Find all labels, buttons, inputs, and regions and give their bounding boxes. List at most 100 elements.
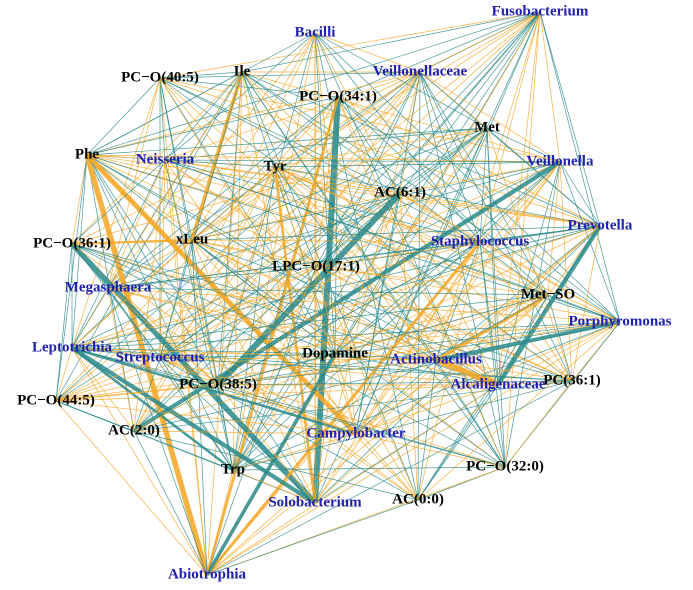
- edge: [133, 430, 357, 435]
- edge: [133, 266, 317, 432]
- edge: [419, 71, 481, 243]
- node-label: Dopamine: [302, 345, 368, 361]
- edge: [107, 96, 339, 289]
- node-label: LPC−O(17:1): [272, 258, 360, 274]
- edge: [232, 127, 488, 471]
- edge: [274, 166, 401, 194]
- edge: [71, 347, 161, 359]
- edge: [86, 154, 549, 296]
- edge: [217, 353, 336, 386]
- edge: [334, 353, 437, 361]
- node-label: Campylobacter: [306, 425, 405, 441]
- edge: [206, 71, 243, 576]
- edge: [191, 239, 506, 468]
- edge: [206, 499, 419, 576]
- edge: [71, 346, 234, 472]
- edge: [215, 191, 403, 387]
- edge: [55, 266, 317, 402]
- edge: [159, 71, 243, 79]
- edge: [159, 357, 316, 504]
- edge: [71, 347, 499, 386]
- node-label: Streptococcus: [116, 349, 205, 365]
- edge: [71, 346, 357, 436]
- node-label: Tyr: [263, 158, 286, 174]
- edge: [314, 225, 601, 504]
- labels: Fusobacterium Bacilli PC−O(40:5) Ile Veillon…: [17, 3, 672, 582]
- edge: [191, 239, 419, 501]
- edge: [86, 154, 316, 504]
- edge: [133, 357, 161, 432]
- edge: [133, 380, 573, 432]
- edge: [337, 96, 401, 194]
- edge: [314, 32, 488, 129]
- edge: [86, 154, 499, 386]
- node-label: Veillonella: [527, 153, 594, 169]
- edge: [315, 225, 601, 268]
- edge: [159, 357, 506, 468]
- edge: [55, 357, 161, 402]
- edge: [479, 127, 488, 243]
- edge: [71, 192, 401, 349]
- edge: [71, 243, 437, 361]
- edge: [497, 380, 573, 386]
- edge: [274, 166, 481, 243]
- edge: [71, 294, 549, 349]
- edge: [107, 287, 161, 359]
- edge: [55, 154, 88, 402]
- edge: [71, 238, 193, 246]
- edge: [435, 241, 481, 361]
- edge: [107, 287, 219, 386]
- edge: [571, 225, 601, 382]
- edge: [399, 11, 541, 194]
- edge: [159, 77, 166, 161]
- edge: [159, 11, 541, 359]
- node-label: PC−O(38:5): [179, 376, 257, 392]
- edge: [191, 161, 561, 241]
- edge: [55, 127, 488, 402]
- node-label: Met: [474, 119, 500, 135]
- edge: [241, 71, 621, 323]
- edge: [191, 71, 421, 241]
- node-label: Actinobacillus: [390, 351, 482, 367]
- edge: [71, 96, 339, 349]
- edge: [191, 127, 488, 241]
- edge: [55, 384, 219, 402]
- edge: [232, 469, 316, 504]
- edge: [206, 294, 549, 576]
- edge: [71, 321, 621, 349]
- edge: [86, 154, 481, 243]
- edge: [71, 71, 243, 245]
- edge: [86, 154, 601, 227]
- edge: [191, 239, 481, 243]
- node-label: AC(0:0): [392, 491, 444, 507]
- edge: [159, 357, 437, 361]
- edge: [497, 321, 621, 386]
- edge: [71, 225, 601, 349]
- edge: [241, 71, 601, 227]
- node-label: AC(2:0): [108, 422, 160, 438]
- edge: [71, 159, 166, 245]
- edge: [159, 357, 219, 386]
- edge: [217, 294, 549, 386]
- edge: [241, 71, 561, 163]
- edge: [55, 400, 357, 435]
- edge: [486, 127, 573, 382]
- edge: [355, 359, 437, 435]
- edge: [217, 166, 276, 386]
- edge: [232, 433, 357, 471]
- edge: [159, 71, 421, 359]
- edge: [417, 384, 499, 501]
- edge: [217, 71, 243, 386]
- edge: [419, 71, 561, 163]
- edge: [486, 127, 506, 468]
- node-label: PC(36:1): [543, 372, 600, 388]
- edge: [217, 11, 541, 386]
- edge: [355, 433, 506, 468]
- edge: [71, 243, 506, 468]
- edge: [232, 71, 243, 471]
- edge: [417, 359, 437, 501]
- edge: [315, 161, 561, 268]
- edge: [206, 469, 234, 576]
- node-label: Staphylococcus: [431, 233, 530, 249]
